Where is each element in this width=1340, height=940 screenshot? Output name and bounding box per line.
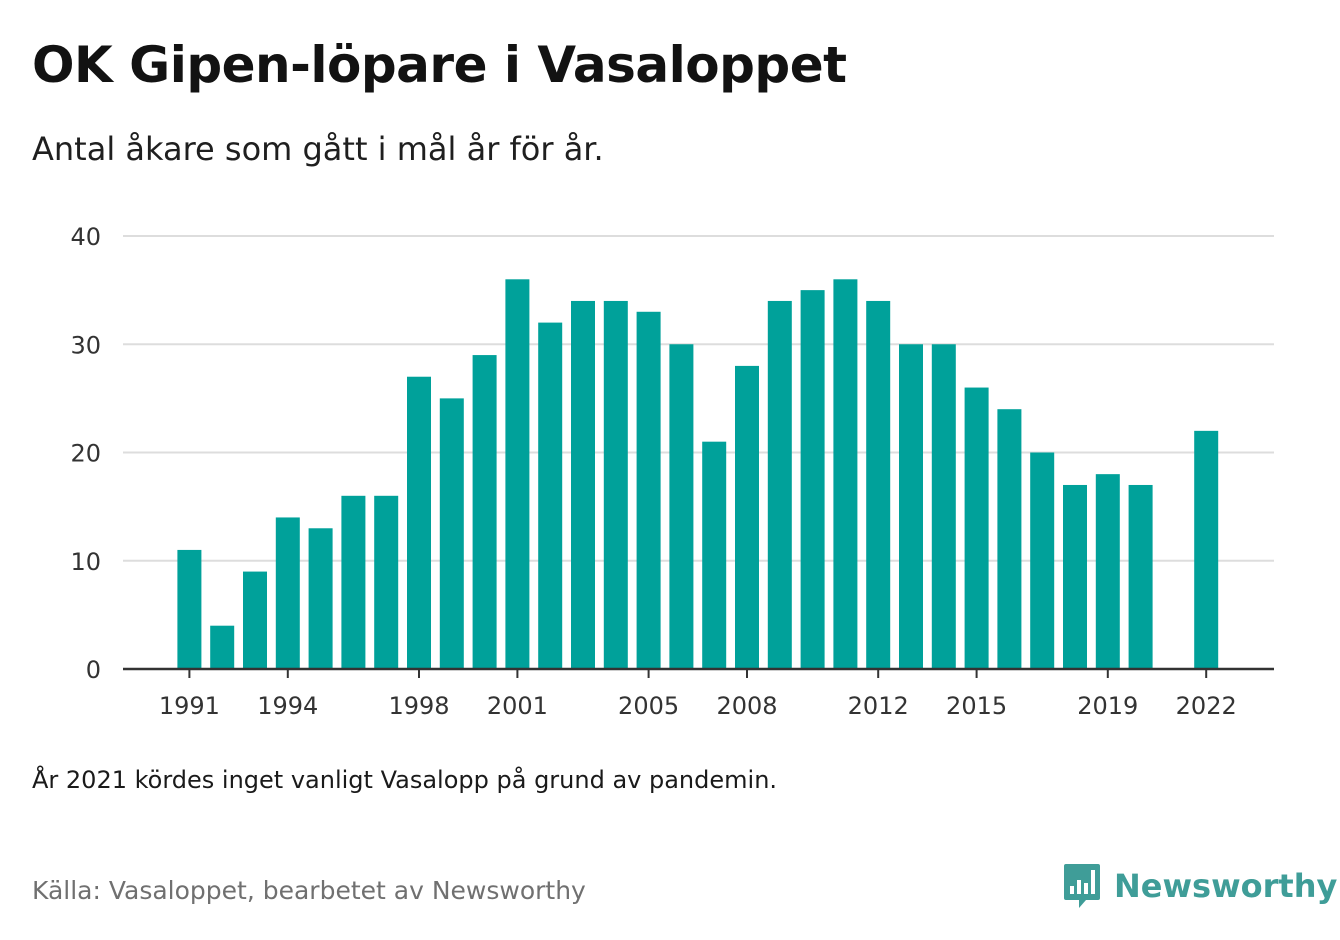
y-tick-label: 0 [86,656,101,684]
x-tick-label: 2012 [848,692,909,720]
bar-1998 [407,376,431,669]
chart-title: OK Gipen-löpare i Vasaloppet [32,36,847,94]
bar-2011 [833,279,858,669]
bar-1993 [243,571,267,669]
bar-2000 [472,355,497,669]
bar-2004 [603,300,628,669]
y-tick-label: 10 [70,548,101,576]
bar-2003 [571,300,595,669]
bar-2020 [1128,484,1153,669]
logo-text: Newsworthy [1114,867,1338,905]
bar-chart: 0 10 20 30 40 1991 1994 1998 2001 2005 2008 2012 201… [70,223,1274,720]
x-tick-label: 2019 [1077,692,1138,720]
bar-2015 [964,387,989,669]
bar-2013 [899,344,923,669]
bar-2005 [636,311,661,669]
axes: 0 10 20 30 40 1991 1994 1998 2001 2005 2008 2012 201… [70,223,1274,720]
bar-2022 [1194,430,1219,669]
bar-1999 [439,398,464,669]
y-tick-label: 40 [70,223,101,251]
bar-1997 [374,495,399,669]
x-tick-label: 1991 [159,692,220,720]
newsworthy-logo-icon [1064,864,1100,908]
bar-2019 [1095,474,1120,669]
y-tick-label: 20 [70,440,101,468]
bar-1991 [177,549,202,669]
x-tick-label: 1994 [257,692,318,720]
bar-1992 [210,625,235,669]
x-tick-label: 2005 [618,692,679,720]
bar-2001 [505,279,530,669]
footnote: År 2021 kördes inget vanligt Vasalopp på… [32,766,778,794]
x-tick-label: 2015 [946,692,1007,720]
bar-2006 [669,344,694,669]
x-tick-label: 2001 [487,692,548,720]
bar-2009 [767,300,792,669]
bar-2016 [997,409,1022,669]
x-tick-label: 2022 [1176,692,1237,720]
x-tick-label: 1998 [388,692,449,720]
bars [177,279,1219,669]
bar-2018 [1063,484,1087,669]
source-text: Källa: Vasaloppet, bearbetet av Newswort… [32,876,586,905]
bar-2007 [702,441,727,669]
bar-2017 [1030,452,1055,669]
bar-1996 [341,495,366,669]
x-tick-label: 2008 [716,692,777,720]
bar-1995 [308,528,333,669]
newsworthy-logo[interactable]: Newsworthy [1062,862,1337,910]
y-tick-label: 30 [70,331,101,359]
bar-2010 [800,290,825,669]
bar-2002 [538,322,563,669]
bar-2014 [931,344,956,669]
bar-1994 [275,517,300,669]
bar-2012 [866,300,891,669]
bar-2008 [735,365,759,669]
chart-subtitle: Antal åkare som gått i mål år för år. [32,130,604,168]
